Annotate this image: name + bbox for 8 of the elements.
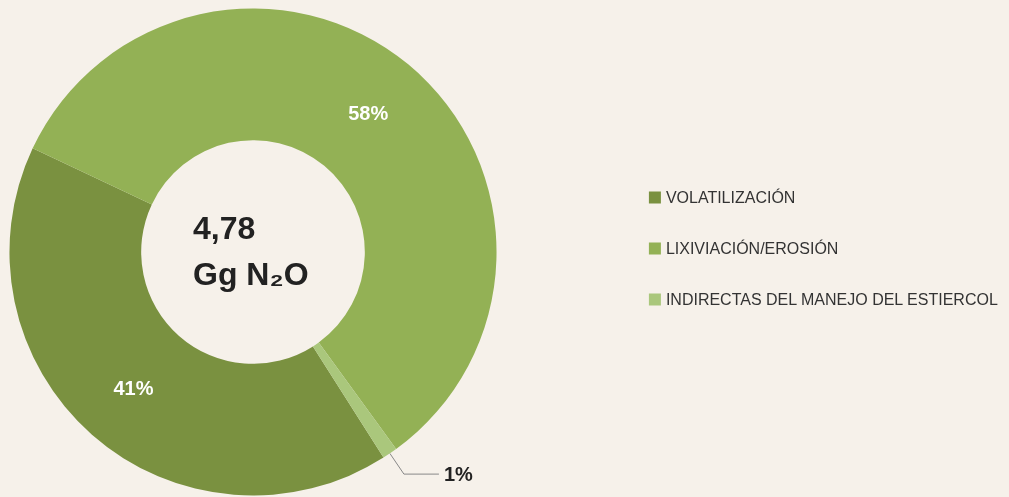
text: Gg N₂O — [193, 256, 309, 292]
text: 4,78 — [193, 210, 256, 246]
legend-label: LIXIVIACIÓN/EROSIÓN — [665, 239, 839, 257]
data-label: 1% — [443, 463, 474, 486]
legend-label: INDIRECTAS DEL MANEJO DEL ESTIERCOL — [665, 291, 998, 308]
legend-label: VOLATILIZACIÓN — [665, 188, 796, 206]
data-label: 41% — [113, 376, 154, 399]
data-label: 58% — [348, 101, 389, 124]
